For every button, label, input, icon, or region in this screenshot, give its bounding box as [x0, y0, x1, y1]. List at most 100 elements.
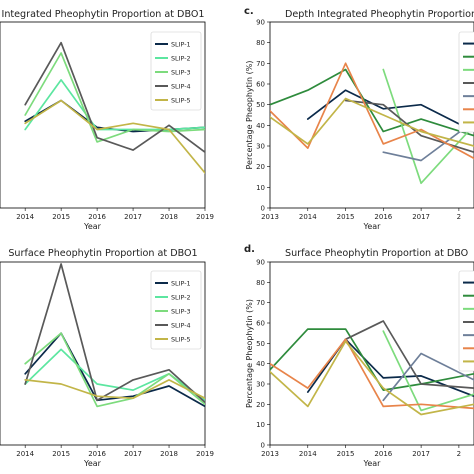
series-line-7 [270, 340, 474, 416]
series-line-slip-1 [24, 332, 205, 408]
panel-label: c. [244, 6, 254, 17]
legend-label: SLIP-4 [171, 321, 191, 329]
series-line-2 [270, 328, 474, 391]
x-tick-label: 2014 [16, 213, 34, 221]
legend-label: SLIP-3 [171, 307, 191, 315]
x-axis-label: Year [363, 459, 382, 468]
y-tick-label: 90 [256, 19, 265, 27]
series-group [270, 320, 474, 416]
x-tick-label: 2016 [88, 450, 106, 458]
legend-label: SLIP-1 [171, 40, 191, 48]
panel-a: Integrated Pheophytin Proportion at DBO1… [0, 9, 214, 231]
chart-title: Depth Integrated Pheophytin Proportion [285, 9, 474, 20]
y-tick-label: 30 [256, 381, 265, 389]
legend-label: SLIP-5 [171, 96, 191, 104]
series-line-5 [382, 120, 474, 162]
x-tick-label: 2013 [261, 450, 279, 458]
series-line-7 [270, 97, 474, 147]
legend-label: SLIP-2 [171, 54, 191, 62]
x-tick-label: 2 [457, 450, 461, 458]
y-tick-label: 40 [256, 122, 265, 130]
y-axis-label: Percentage Pheophytin (%) [245, 299, 254, 408]
y-tick-label: 50 [256, 101, 265, 109]
x-tick-label: 2018 [160, 213, 178, 221]
y-tick-label: 40 [256, 360, 265, 368]
series-line-slip-4 [24, 41, 205, 154]
legend-box [150, 31, 202, 111]
series-group [270, 62, 474, 185]
x-tick-label: 2016 [88, 213, 106, 221]
series-line-slip-3 [24, 332, 205, 408]
chart-title: Surface Pheophytin Proportion at DBO1 [8, 248, 197, 259]
y-tick-label: 10 [256, 421, 265, 429]
panel-label: d. [244, 244, 255, 255]
x-axis-label: Year [83, 222, 102, 231]
x-tick-label: 2017 [412, 213, 430, 221]
x-tick-label: 2018 [160, 450, 178, 458]
series-line-3 [382, 330, 474, 412]
legend: SLIP-1 SLIP-2 SLIP-3 SLIP-4 SLIP-5 [150, 31, 202, 111]
legend [458, 270, 474, 372]
x-tick-label: 2015 [337, 450, 355, 458]
x-tick-label: 2015 [337, 213, 355, 221]
y-tick-label: 70 [256, 60, 265, 68]
legend-label: SLIP-4 [171, 82, 191, 90]
chart-title: Integrated Pheophytin Proportion at DBO1 [1, 9, 204, 20]
x-tick-label: 2014 [16, 450, 34, 458]
legend: SLIP-1 SLIP-2 SLIP-3 SLIP-4 SLIP-5 [150, 270, 202, 350]
series-line-1 [306, 89, 474, 133]
series-line-3 [382, 68, 474, 185]
x-tick-label: 2017 [124, 450, 142, 458]
x-tick-label: 2015 [52, 450, 70, 458]
x-tick-label: 2019 [196, 213, 214, 221]
y-axis-label: Percentage Pheophytin (%) [245, 61, 254, 170]
y-tick-label: 20 [256, 163, 265, 171]
x-tick-label: 2017 [124, 213, 142, 221]
x-tick-label: 2014 [299, 213, 317, 221]
chart-title: Surface Pheophytin Proportion at DBO [285, 248, 469, 259]
legend-label: SLIP-5 [171, 335, 191, 343]
series-line-slip-5 [24, 99, 205, 174]
series-line-slip-5 [24, 379, 205, 400]
y-tick-label: 0 [261, 205, 265, 213]
y-tick-label: 30 [256, 143, 265, 151]
y-tick-label: 50 [256, 340, 265, 348]
y-tick-label: 80 [256, 279, 265, 287]
y-tick-label: 0 [261, 442, 265, 450]
panel-d: Surface Pheophytin Proportion at DBO d. 0 1… [244, 244, 474, 468]
panel-b: Surface Pheophytin Proportion at DBO1 201… [0, 248, 214, 468]
series-line-slip-3 [24, 52, 205, 143]
y-tick-label: 90 [256, 259, 265, 267]
x-tick-label: 2016 [374, 450, 392, 458]
legend-label: SLIP-2 [171, 293, 191, 301]
legend-label: SLIP-3 [171, 68, 191, 76]
x-tick-label: 2016 [374, 213, 392, 221]
panel-c: Depth Integrated Pheophytin Proportion c.… [244, 6, 474, 231]
x-tick-label: 2017 [412, 450, 430, 458]
x-tick-label: 2 [457, 213, 461, 221]
legend-box [150, 270, 202, 350]
series-group [24, 41, 205, 174]
series-line-slip-4 [24, 263, 205, 404]
series-line-5 [382, 352, 474, 402]
series-line-4 [344, 320, 474, 389]
plot-frame [269, 21, 474, 209]
y-tick-label: 60 [256, 320, 265, 328]
y-tick-label: 60 [256, 81, 265, 89]
x-axis-label: Year [83, 459, 102, 468]
series-group [24, 263, 205, 408]
x-axis-label: Year [363, 222, 382, 231]
series-line-2 [270, 68, 474, 137]
x-tick-label: 2014 [299, 450, 317, 458]
plot-frame [269, 261, 474, 446]
legend-label: SLIP-1 [171, 279, 191, 287]
y-tick-label: 70 [256, 299, 265, 307]
legend [458, 31, 474, 133]
y-tick-label: 10 [256, 184, 265, 192]
x-tick-label: 2015 [52, 213, 70, 221]
x-tick-label: 2019 [196, 450, 214, 458]
y-tick-label: 20 [256, 401, 265, 409]
y-tick-label: 80 [256, 39, 265, 47]
x-tick-label: 2013 [261, 213, 279, 221]
